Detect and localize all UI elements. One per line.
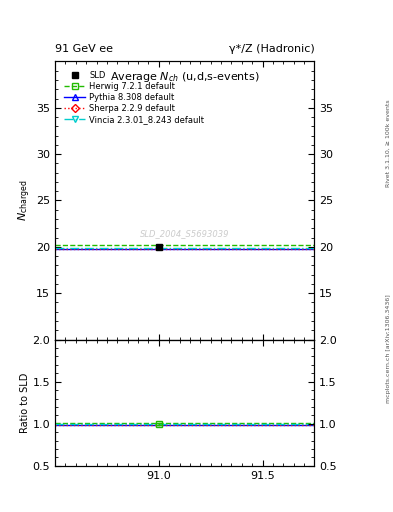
Y-axis label: $N_\mathrm{charged}$: $N_\mathrm{charged}$ [17,180,33,221]
Text: Average $N_{ch}$ (u,d,s-events): Average $N_{ch}$ (u,d,s-events) [110,70,259,84]
Text: mcplots.cern.ch [arXiv:1306.3436]: mcplots.cern.ch [arXiv:1306.3436] [386,294,391,402]
Y-axis label: Ratio to SLD: Ratio to SLD [20,373,29,433]
Text: γ*/Z (Hadronic): γ*/Z (Hadronic) [229,44,314,54]
Text: 91 GeV ee: 91 GeV ee [55,44,113,54]
Legend: SLD, Herwig 7.2.1 default, Pythia 8.308 default, Sherpa 2.2.9 default, Vincia 2.: SLD, Herwig 7.2.1 default, Pythia 8.308 … [62,69,207,127]
Text: SLD_2004_S5693039: SLD_2004_S5693039 [140,229,230,239]
Text: Rivet 3.1.10, ≥ 100k events: Rivet 3.1.10, ≥ 100k events [386,99,391,187]
